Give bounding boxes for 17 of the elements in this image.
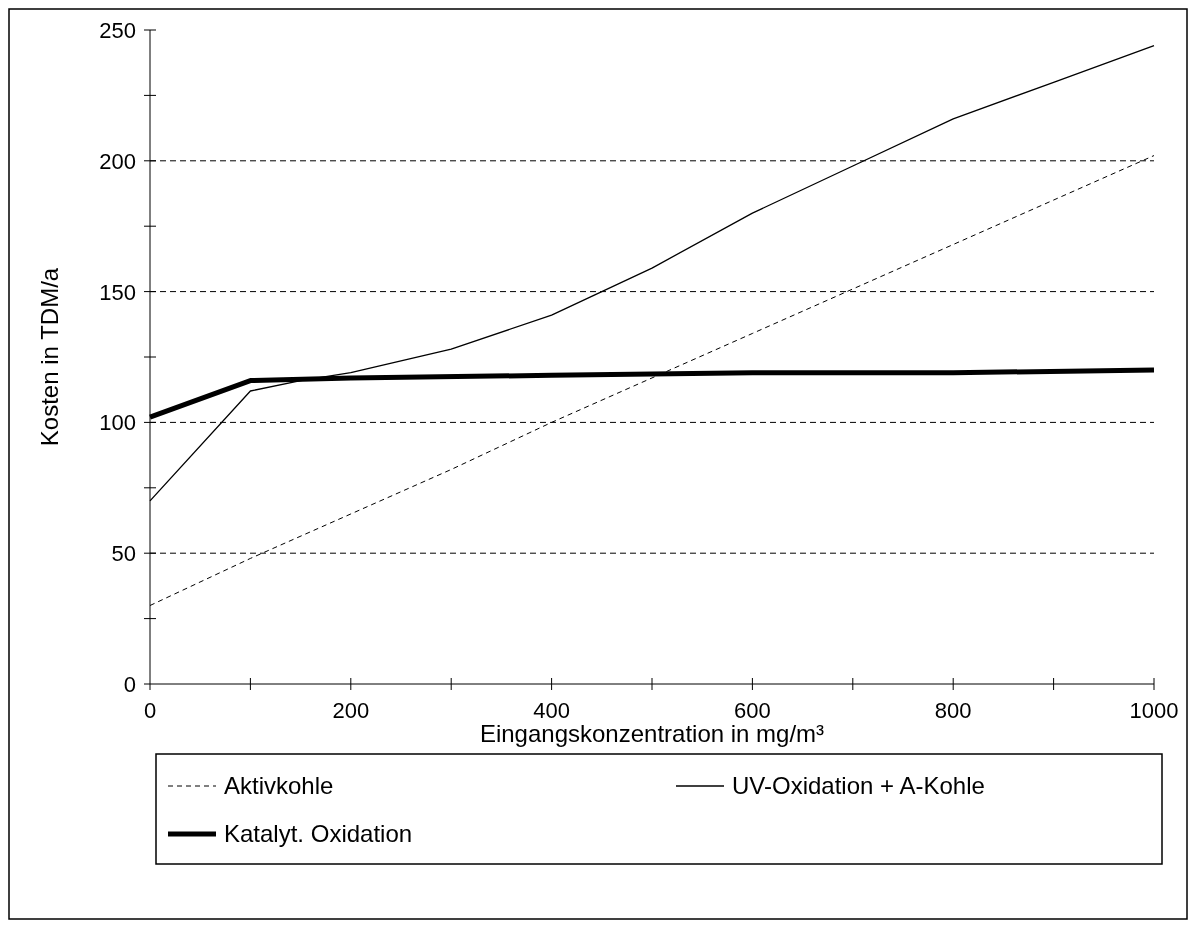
x-tick-label: 800 [934, 698, 972, 723]
legend-label: UV-Oxidation + A-Kohle [732, 772, 985, 799]
y-tick-label: 50 [111, 541, 136, 567]
y-tick-label: 150 [99, 279, 136, 305]
x-axis-title: Eingangskonzentration in mg/m³ [479, 720, 825, 747]
legend-label: Aktivkohle [224, 772, 334, 799]
y-tick-label: 0 [123, 672, 136, 697]
x-tick-label: 1000 [1129, 698, 1179, 723]
x-tick-label: 400 [533, 698, 570, 723]
y-tick-label: 100 [99, 410, 136, 436]
legend-label: Katalyt. Oxidation [224, 820, 413, 847]
y-tick-label: 200 [99, 148, 136, 174]
x-tick-label: 200 [332, 698, 370, 723]
x-tick-label: 0 [143, 698, 157, 723]
y-axis-title: Kosten in TDM/a [36, 267, 63, 447]
x-tick-label: 600 [734, 698, 771, 723]
y-tick-label: 250 [99, 18, 136, 43]
